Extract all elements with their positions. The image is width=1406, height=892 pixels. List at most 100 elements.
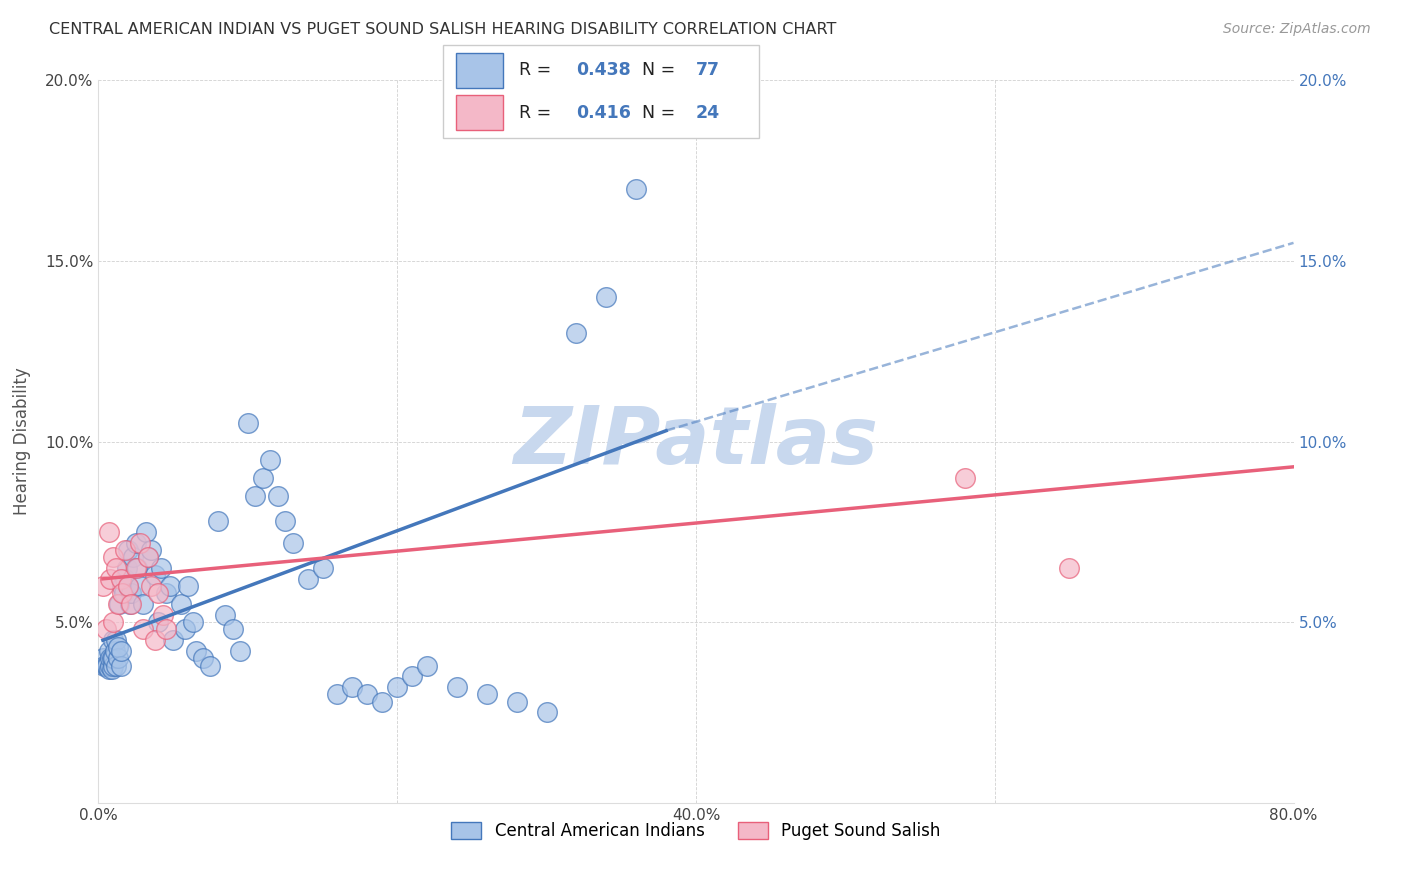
Point [326,687,349,701]
Point [91,651,114,665]
Point [110,658,132,673]
Text: N =: N = [643,62,681,79]
Text: N =: N = [643,103,681,121]
Point [274,514,297,528]
Point [117,579,139,593]
Point [114,542,136,557]
Point [506,695,529,709]
Point [297,572,319,586]
Point [565,326,588,340]
FancyBboxPatch shape [456,95,503,130]
Point [101,651,124,665]
Point [107,640,129,655]
Point [103,658,125,673]
Point [150,561,173,575]
Point [127,561,149,575]
Point [371,695,394,709]
Point [125,561,148,575]
Point [111,579,134,593]
Point [159,579,181,593]
Point [120,586,142,600]
Point [111,586,134,600]
Text: ZIPatlas: ZIPatlas [513,402,879,481]
Point [385,680,409,694]
Point [94,623,117,637]
Point [446,680,468,694]
Text: Source: ZipAtlas.com: Source: ZipAtlas.com [1223,22,1371,37]
Point [174,623,197,637]
Point [103,615,125,630]
Text: R =: R = [519,103,557,121]
Point [148,615,170,630]
Point [125,535,148,549]
Point [108,597,131,611]
FancyBboxPatch shape [456,53,503,87]
Point [155,586,177,600]
Point [129,579,152,593]
Point [229,644,252,658]
Point [139,579,162,593]
Point [101,662,124,676]
Point [136,550,159,565]
Text: 0.438: 0.438 [576,62,630,79]
Text: CENTRAL AMERICAN INDIAN VS PUGET SOUND SALISH HEARING DISABILITY CORRELATION CHA: CENTRAL AMERICAN INDIAN VS PUGET SOUND S… [49,22,837,37]
Point [475,687,498,701]
Point [110,644,132,658]
Point [536,706,558,720]
Point [143,633,166,648]
Point [207,514,229,528]
Point [177,579,200,593]
Point [136,550,159,565]
Y-axis label: Hearing Disability: Hearing Disability [13,368,31,516]
Legend: Central American Indians, Puget Sound Salish: Central American Indians, Puget Sound Sa… [443,814,949,848]
Point [267,489,290,503]
Point [132,623,155,637]
Text: R =: R = [519,62,557,79]
Point [98,658,122,673]
Point [401,669,423,683]
Point [114,572,136,586]
Point [181,615,204,630]
Point [259,452,281,467]
Point [91,579,114,593]
Point [155,623,177,637]
Point [311,561,333,575]
Point [152,607,174,622]
Point [105,633,128,648]
Text: 77: 77 [696,62,720,79]
Point [98,651,122,665]
FancyBboxPatch shape [443,45,759,138]
Point [416,658,439,673]
Point [112,586,135,600]
Point [356,687,378,701]
Point [245,489,267,503]
Point [162,633,184,648]
Point [107,597,129,611]
Point [103,633,125,648]
Point [200,658,222,673]
Point [96,658,118,673]
Point [120,597,142,611]
Point [222,623,245,637]
Point [110,572,132,586]
Point [118,597,141,611]
Point [252,471,274,485]
Point [595,290,617,304]
Point [953,471,976,485]
Point [626,182,648,196]
Point [342,680,364,694]
Point [98,572,122,586]
Point [115,561,138,575]
Point [184,644,207,658]
Point [97,644,120,658]
Point [281,535,304,549]
Point [103,550,125,565]
Point [97,524,120,539]
Point [148,586,170,600]
Point [139,542,162,557]
Point [121,550,143,565]
Point [94,658,117,673]
Point [169,597,191,611]
Point [105,561,128,575]
Point [97,662,120,676]
